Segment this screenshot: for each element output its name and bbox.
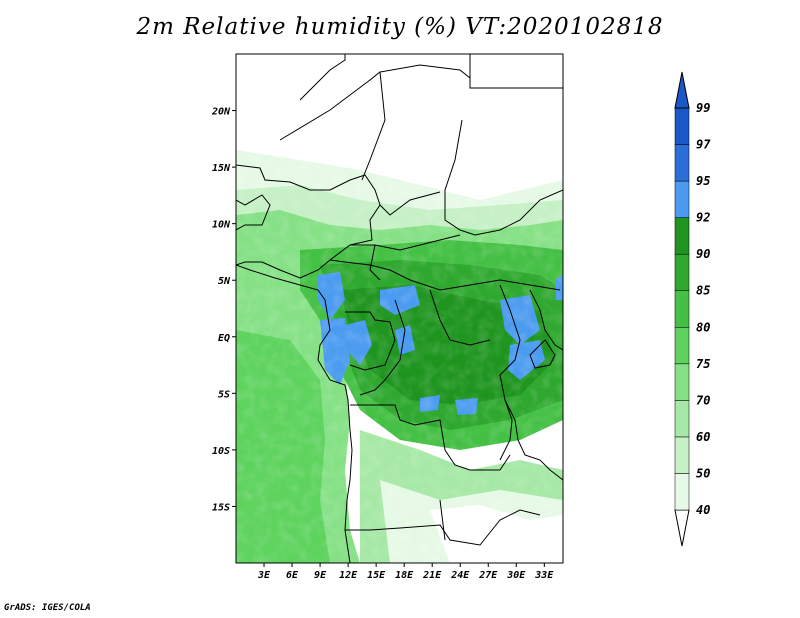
colorbar-segment (674, 363, 690, 401)
credit-text: GrADS: IGES/COLA (4, 603, 91, 613)
colorbar-label: 90 (696, 247, 710, 261)
colorbar-segment (674, 217, 690, 255)
lat-tick-label: 20N (211, 107, 231, 118)
lon-tick-label: 24E (450, 570, 470, 581)
lat-tick-label: 15N (212, 163, 231, 174)
lon-tick-label: 30E (506, 570, 526, 581)
lon-tick-label: 12E (339, 570, 358, 581)
colorbar-segment (674, 290, 690, 328)
lon-tick-label: 9E (314, 570, 327, 581)
colorbar-label: 95 (696, 174, 710, 188)
lon-tick-label: 27E (478, 570, 498, 581)
colorbar-segment (674, 473, 690, 511)
colorbar-label: 75 (696, 357, 710, 371)
humidity-field (236, 54, 563, 563)
lon-tick-label: 33E (534, 570, 554, 581)
colorbar-label: 99 (696, 101, 710, 115)
lat-tick-label: 15S (212, 502, 230, 513)
colorbar: 40 50 60 70 75 80 85 90 92 95 97 99 (674, 71, 711, 547)
colorbar-segment (674, 144, 690, 182)
colorbar-label: 50 (696, 466, 710, 480)
map-axes: 20N 15N 10N 5N EQ 5S 10S 15S 3E 6E 9E 12E 15E 18E 21E 2… (211, 107, 554, 581)
colorbar-label: 60 (696, 430, 710, 444)
lon-tick-label: 15E (367, 570, 386, 581)
colorbar-label: 92 (696, 211, 710, 225)
colorbar-segment (674, 180, 690, 218)
colorbar-segment (674, 107, 690, 145)
lat-tick-label: 5S (218, 389, 230, 400)
map-frame (235, 53, 564, 564)
lon-tick-label: 18E (395, 570, 414, 581)
colorbar-top-arrow (674, 71, 690, 109)
lat-tick-label: EQ (218, 333, 230, 344)
lat-tick-label: 10S (212, 446, 230, 457)
colorbar-label: 97 (696, 138, 711, 152)
colorbar-label: 85 (696, 284, 710, 298)
colorbar-bottom-arrow (674, 509, 690, 547)
lon-tick-label: 3E (257, 570, 271, 581)
colorbar-label: 70 (696, 393, 710, 407)
lon-tick-label: 6E (286, 570, 299, 581)
lat-tick-label: 10N (212, 220, 231, 231)
lon-tick-label: 21E (422, 570, 442, 581)
colorbar-segment (674, 400, 690, 438)
map-title: 2m Relative humidity (%) VT:2020102818 (136, 14, 664, 40)
colorbar-segment (674, 327, 690, 365)
colorbar-segment (674, 436, 690, 474)
lat-tick-label: 5N (218, 276, 231, 287)
country-borders (236, 54, 563, 563)
colorbar-label: 40 (696, 503, 710, 517)
colorbar-segment (674, 253, 690, 291)
colorbar-label: 80 (696, 320, 710, 334)
